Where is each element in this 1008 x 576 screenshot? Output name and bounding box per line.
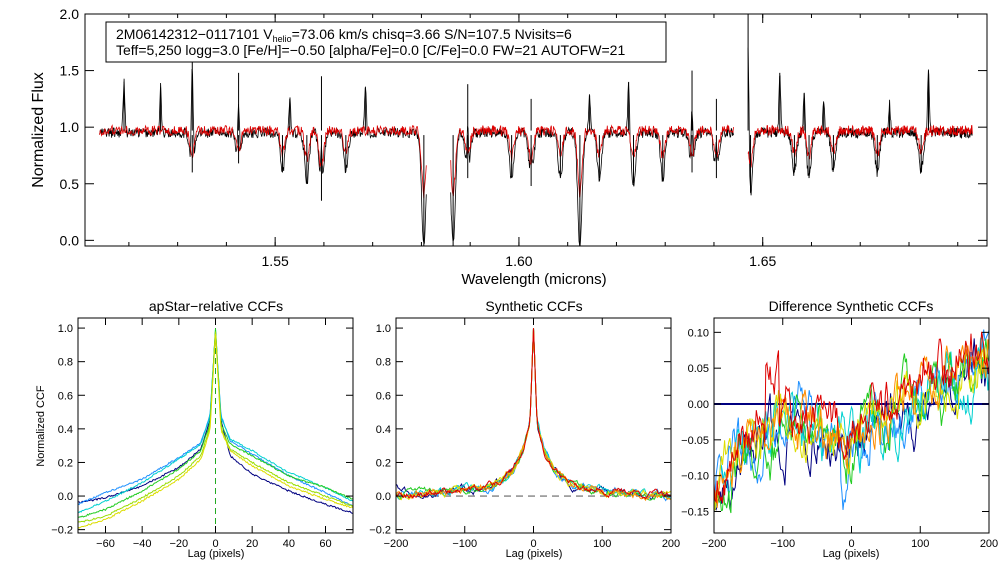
- ccf_difference-x-tick-label-0: −200: [702, 538, 727, 550]
- ccf_synthetic-y-tick-label-5: 0.8: [376, 357, 391, 369]
- ccf_difference-y-tick-label-0: −0.15: [681, 507, 709, 519]
- info-line2: Teff=5,250 logg=3.0 [Fe/H]=−0.50 [alpha/…: [116, 42, 625, 58]
- spectrum-info-box: 2M06142312−0117101 Vhelio=73.06 km/s chi…: [105, 21, 667, 63]
- ccf_synthetic-x-tick-label-1: −100: [452, 538, 477, 550]
- synthetic-ccf-panel: Synthetic CCFs Lag (pixels) −200 −100 0 100…: [369, 298, 680, 560]
- ccf_synthetic-series-1: [396, 328, 671, 500]
- info-line1-sub: helio: [273, 34, 292, 44]
- ccf_apstar-x-tick-label-3: 0: [212, 538, 218, 550]
- ccf_apstar-y-tick-label-1: 0.0: [58, 491, 73, 503]
- ccf_apstar-series-4: [78, 328, 353, 518]
- ccf_apstar-y-tick-label-4: 0.6: [58, 390, 73, 402]
- spectrum-y-label: Normalized Flux: [30, 72, 47, 188]
- spectrum-y-tick-label-1: 0.5: [60, 176, 80, 192]
- spectrum-synthetic-chip-3: [747, 124, 973, 169]
- ccf_apstar-x-tick-label-4: 20: [246, 538, 258, 550]
- ccf_apstar-x-tick-label-6: 60: [319, 538, 331, 550]
- spectrum-panel: 1.55 1.60 1.65 0.0 0.5 1.0 1.5 2.0 Normalized F…: [30, 6, 988, 288]
- spectrum-x-tick-label-1: 1.60: [505, 253, 532, 269]
- ccf_difference-x-tick-label-2: 0: [848, 538, 854, 550]
- spectrum-y-tick-label-3: 1.5: [60, 63, 80, 79]
- spectrum-synthetic-chip-1: [99, 124, 427, 199]
- ccf_apstar-series-6: [78, 333, 353, 529]
- svg-text:2M06142312−0117101 Vhelio=73.: 2M06142312−0117101 Vhelio=73.06 km/s chi…: [116, 26, 572, 44]
- ccf_apstar-x-tick-label-5: 40: [283, 538, 295, 550]
- apstar-ccf-x-label: Lag (pixels): [188, 548, 245, 560]
- spectrum-synthetic-chip-2: [450, 124, 734, 198]
- ccf_difference-x-tick-label-3: 100: [911, 538, 929, 550]
- apstar-ccf-panel: apStar−relative CCFs Normalized CCF Lag …: [35, 298, 354, 560]
- ccf_synthetic-series-2: [396, 328, 671, 502]
- spectrum-x-tick-label-2: 1.65: [749, 253, 776, 269]
- ccf_synthetic-y-tick-label-4: 0.6: [376, 390, 391, 402]
- ccf_synthetic-x-tick-label-4: 200: [662, 538, 680, 550]
- ccf_synthetic-x-tick-label-3: 100: [593, 538, 611, 550]
- ccf_synthetic-y-tick-label-2: 0.2: [376, 457, 391, 469]
- ccf_apstar-x-tick-label-0: −60: [96, 538, 115, 550]
- spectrum-plot-frame: [84, 13, 988, 247]
- info-line1-prefix: 2M06142312−0117101 V: [116, 26, 273, 42]
- ccf_apstar-y-tick-label-3: 0.4: [58, 424, 73, 436]
- ccf_synthetic-y-tick-label-0: −0.2: [369, 525, 391, 537]
- info-line1-suffix: =73.06 km/s chisq=3.66 S/N=107.5 Nvisits…: [292, 26, 572, 42]
- ccf_apstar-y-tick-label-5: 0.8: [58, 357, 73, 369]
- spectrum-observed-chip-1: [99, 68, 427, 244]
- ccf_synthetic-y-tick-label-3: 0.4: [376, 424, 391, 436]
- ccf_synthetic-x-tick-label-2: 0: [530, 538, 536, 550]
- spectrum-x-label: Wavelength (microns): [461, 271, 606, 288]
- ccf_difference-y-tick-label-2: −0.05: [681, 435, 709, 447]
- ccf_synthetic-series-7: [396, 328, 671, 500]
- spectrum-y-tick-label-4: 2.0: [60, 6, 80, 22]
- difference-ccf-x-label: Lag (pixels): [823, 548, 880, 560]
- apstar-ccf-y-label: Normalized CCF: [35, 385, 47, 467]
- ccf_difference-series-7: [714, 331, 989, 504]
- ccf_synthetic-series-6: [396, 328, 671, 502]
- difference-ccf-title: Difference Synthetic CCFs: [769, 298, 934, 314]
- ccf_difference-series-5: [714, 338, 989, 511]
- spectrum-y-tick-label-2: 1.0: [60, 119, 80, 135]
- ccf_apstar-y-tick-label-0: −0.2: [51, 525, 73, 537]
- spectrum-x-tick-label-0: 1.55: [262, 253, 289, 269]
- ccf_synthetic-frame: [395, 317, 672, 534]
- spectrum-observed-chip-2: [450, 82, 734, 246]
- difference-ccf-panel: Difference Synthetic CCFs Lag (pixels) −…: [681, 298, 998, 560]
- ccf_synthetic-series-5: [396, 328, 671, 501]
- ccf_apstar-series-5: [78, 331, 353, 523]
- ccf_difference-x-tick-label-4: 200: [980, 538, 998, 550]
- ccf_apstar-x-tick-label-1: −40: [133, 538, 152, 550]
- ccf_apstar-x-tick-label-2: −20: [169, 538, 188, 550]
- ccf_synthetic-series-4: [396, 328, 671, 501]
- synthetic-ccf-title: Synthetic CCFs: [485, 298, 582, 314]
- ccf_synthetic-y-tick-label-6: 1.0: [376, 323, 391, 335]
- apstar-ccf-title: apStar−relative CCFs: [149, 298, 283, 314]
- ccf_difference-y-tick-label-3: 0.00: [688, 399, 709, 411]
- ccf_difference-x-tick-label-1: −100: [770, 538, 795, 550]
- ccf_difference-y-tick-label-1: −0.10: [681, 471, 709, 483]
- ccf_synthetic-x-tick-label-0: −200: [384, 538, 409, 550]
- ccf_synthetic-y-tick-label-1: 0.0: [376, 491, 391, 503]
- spectrum-observed-chip-3: [747, 47, 973, 196]
- ccf_difference-y-tick-label-4: 0.05: [688, 363, 709, 375]
- ccf_difference-y-tick-label-5: 0.10: [688, 327, 709, 339]
- spectrum-y-tick-label-0: 0.0: [60, 232, 80, 248]
- synthetic-ccf-x-label: Lag (pixels): [506, 548, 563, 560]
- ccf_synthetic-series-3: [396, 328, 671, 501]
- ccf_apstar-y-tick-label-6: 1.0: [58, 323, 73, 335]
- ccf_apstar-y-tick-label-2: 0.2: [58, 457, 73, 469]
